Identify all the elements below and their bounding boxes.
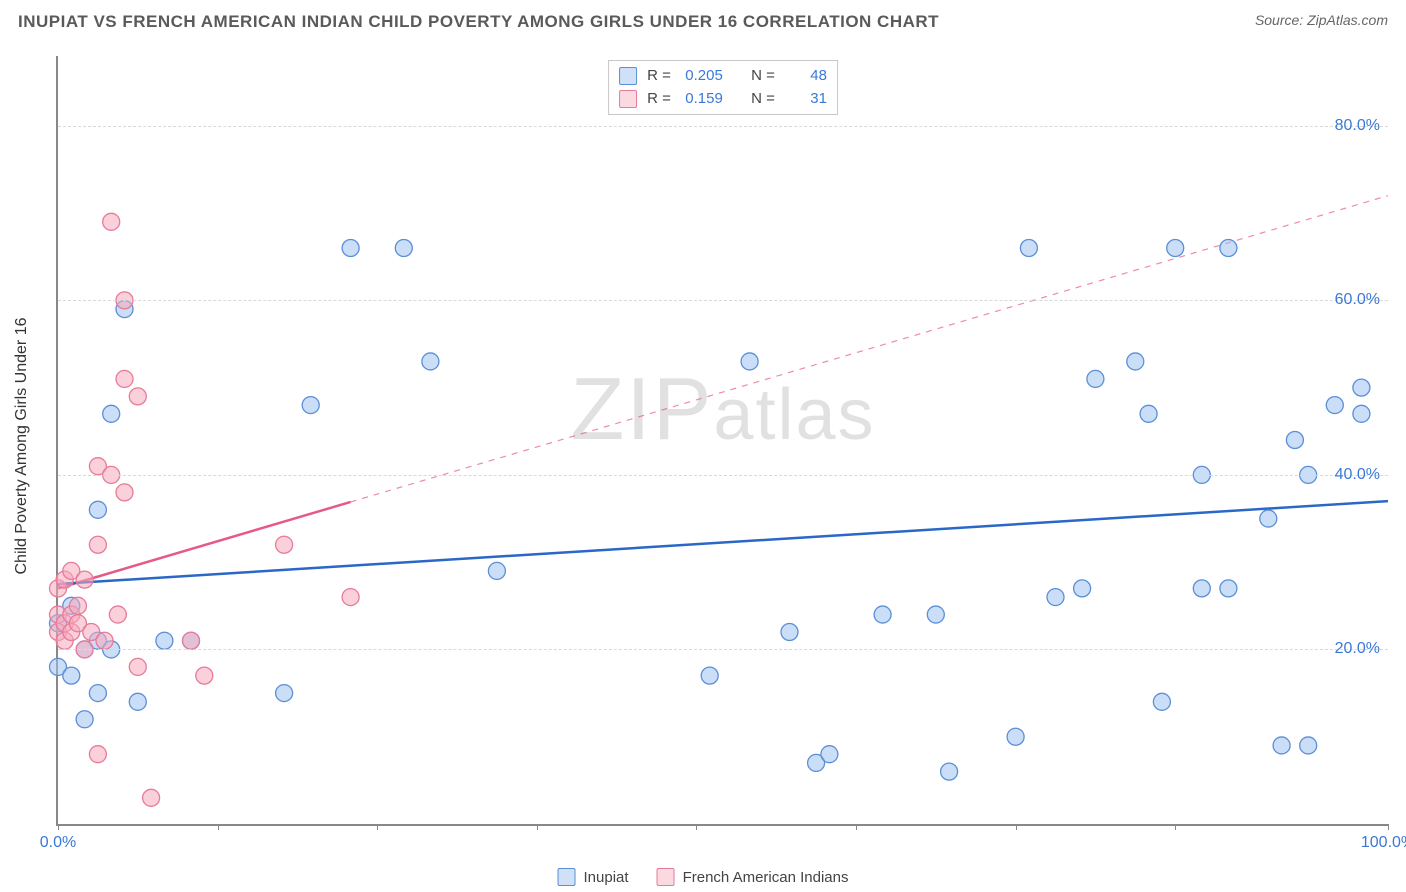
legend-item: Inupiat: [558, 868, 629, 886]
header: INUPIAT VS FRENCH AMERICAN INDIAN CHILD …: [18, 12, 1388, 32]
x-tick: [58, 824, 59, 830]
legend-item: French American Indians: [657, 868, 849, 886]
x-tick: [1175, 824, 1176, 830]
x-tick: [377, 824, 378, 830]
x-tick: [537, 824, 538, 830]
series-legend: Inupiat French American Indians: [558, 868, 849, 886]
swatch-icon: [657, 868, 675, 886]
y-axis-label: Child Poverty Among Girls Under 16: [13, 318, 31, 575]
y-tick-label: 40.0%: [1335, 466, 1380, 484]
chart-container: INUPIAT VS FRENCH AMERICAN INDIAN CHILD …: [0, 0, 1406, 892]
y-tick-label: 60.0%: [1335, 291, 1380, 309]
gridline: [58, 126, 1388, 127]
gridline: [58, 475, 1388, 476]
legend-label: French American Indians: [683, 869, 849, 886]
x-tick: [218, 824, 219, 830]
legend-label: Inupiat: [584, 869, 629, 886]
x-tick-label: 0.0%: [40, 834, 76, 852]
y-tick-label: 80.0%: [1335, 117, 1380, 135]
chart-title: INUPIAT VS FRENCH AMERICAN INDIAN CHILD …: [18, 12, 939, 32]
swatch-icon: [558, 868, 576, 886]
gridline: [58, 649, 1388, 650]
gridline: [58, 300, 1388, 301]
x-tick-label: 100.0%: [1361, 834, 1406, 852]
y-tick-label: 20.0%: [1335, 640, 1380, 658]
x-tick: [1388, 824, 1389, 830]
plot-area: ZIPatlas R = 0.205 N = 48 R = 0.159 N = …: [56, 56, 1388, 826]
x-tick: [856, 824, 857, 830]
x-tick: [696, 824, 697, 830]
chart-svg: [58, 56, 1388, 824]
source-label: Source: ZipAtlas.com: [1255, 12, 1388, 28]
x-tick: [1016, 824, 1017, 830]
